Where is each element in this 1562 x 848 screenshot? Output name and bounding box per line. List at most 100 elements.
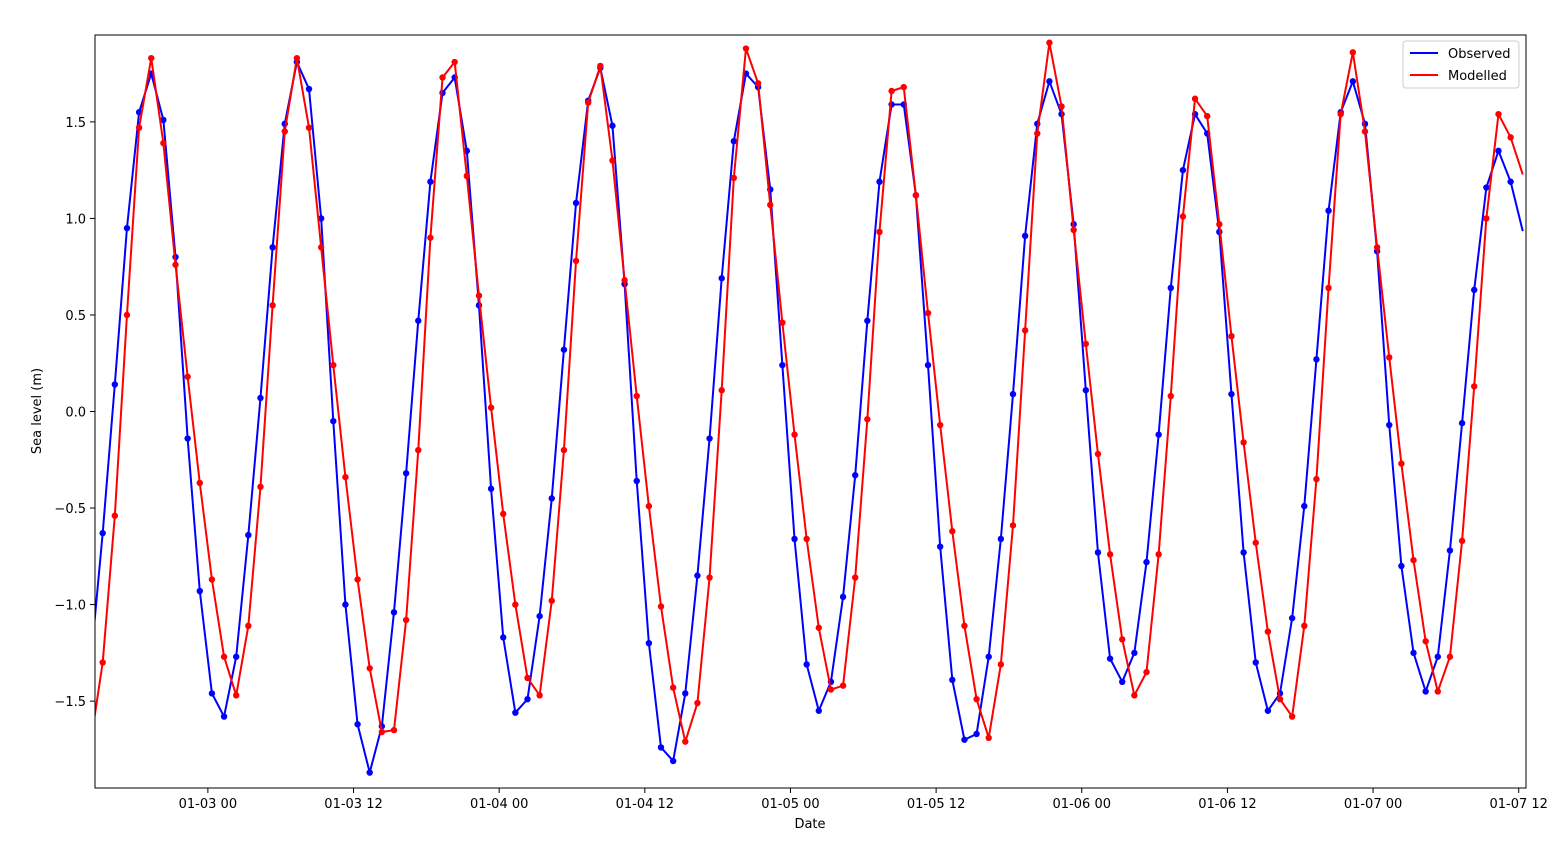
data-point-modelled <box>317 244 325 251</box>
data-point-modelled <box>1179 213 1187 220</box>
data-point-modelled <box>694 699 701 707</box>
data-point-modelled <box>985 734 992 741</box>
data-point-modelled <box>500 510 507 518</box>
data-point-modelled <box>949 528 956 535</box>
data-point-observed <box>1143 558 1150 566</box>
data-point-observed <box>536 612 543 620</box>
data-point-observed <box>633 477 640 485</box>
y-tick-label: 0.0 <box>65 406 86 421</box>
data-point-modelled <box>1434 688 1442 695</box>
data-point-modelled <box>1422 638 1429 645</box>
data-point-observed <box>609 122 616 129</box>
data-point-modelled <box>463 172 471 180</box>
data-point-observed <box>342 601 349 608</box>
y-tick-label: −1.0 <box>54 599 86 614</box>
data-point-modelled <box>390 726 398 734</box>
y-tick-label: −1.5 <box>54 695 86 710</box>
data-point-modelled <box>1046 39 1053 46</box>
data-point-observed <box>682 690 689 697</box>
data-point-modelled <box>900 83 907 91</box>
data-point-observed <box>985 653 992 660</box>
data-point-modelled <box>111 512 119 519</box>
data-point-observed <box>111 381 119 388</box>
y-tick-label: 1.0 <box>65 212 86 227</box>
data-point-modelled <box>1288 713 1296 720</box>
data-point-observed <box>1410 649 1417 657</box>
data-point-modelled <box>1495 110 1502 118</box>
data-point-observed <box>779 361 786 369</box>
y-tick-label: 1.5 <box>65 116 86 131</box>
data-point-observed <box>1398 562 1405 570</box>
data-point-observed <box>864 317 871 324</box>
data-point-observed <box>1422 688 1429 695</box>
data-point-modelled <box>220 653 228 660</box>
data-point-observed <box>330 417 337 425</box>
data-point-modelled <box>888 87 895 95</box>
data-point-observed <box>1252 659 1259 666</box>
data-point-modelled <box>1191 95 1199 102</box>
data-point-observed <box>208 690 216 697</box>
data-point-observed <box>220 713 228 720</box>
data-point-observed <box>317 215 325 222</box>
data-point-modelled <box>997 661 1005 668</box>
data-point-modelled <box>402 616 410 624</box>
data-point-modelled <box>645 502 653 510</box>
data-point-modelled <box>912 192 920 199</box>
data-point-modelled <box>1410 556 1417 564</box>
data-point-observed <box>233 653 240 660</box>
data-point-observed <box>924 361 932 369</box>
data-point-modelled <box>1228 333 1235 340</box>
y-tick-label: 0.5 <box>65 309 86 324</box>
data-point-modelled <box>936 421 944 429</box>
data-point-observed <box>1434 653 1442 660</box>
data-point-modelled <box>1337 110 1344 118</box>
data-point-modelled <box>1021 327 1029 334</box>
data-point-modelled <box>609 157 616 164</box>
legend: Observed Modelled <box>1402 40 1520 89</box>
data-point-modelled <box>1143 668 1150 676</box>
data-point-modelled <box>1070 226 1077 234</box>
data-point-modelled <box>1264 628 1272 635</box>
data-point-observed <box>487 485 495 492</box>
data-point-observed <box>269 244 276 251</box>
x-tick-label: 01-07 00 <box>1344 797 1402 812</box>
data-point-modelled <box>99 659 106 666</box>
data-point-observed <box>1349 78 1357 85</box>
data-point-modelled <box>305 124 313 131</box>
data-point-observed <box>852 472 859 479</box>
data-point-modelled <box>269 302 276 309</box>
data-point-modelled <box>742 45 750 52</box>
data-point-modelled <box>730 174 738 182</box>
data-point-modelled <box>1398 460 1405 467</box>
data-point-modelled <box>669 684 677 691</box>
data-point-modelled <box>1349 49 1357 56</box>
data-point-modelled <box>536 692 543 699</box>
data-point-modelled <box>1009 522 1017 529</box>
data-point-modelled <box>1058 103 1065 110</box>
data-point-observed <box>99 529 106 537</box>
data-point-observed <box>366 769 373 776</box>
data-point-observed <box>524 695 531 703</box>
data-point-observed <box>1264 707 1272 714</box>
data-point-modelled <box>827 686 835 693</box>
legend-label-modelled: Modelled <box>1448 69 1507 84</box>
data-point-observed <box>839 593 847 601</box>
data-point-modelled <box>451 58 458 66</box>
data-point-observed <box>1446 547 1454 554</box>
data-point-observed <box>815 707 822 714</box>
data-point-observed <box>1131 649 1138 657</box>
data-point-modelled <box>633 392 640 400</box>
legend-label-observed: Observed <box>1448 47 1511 62</box>
data-point-modelled <box>621 277 628 284</box>
data-point-modelled <box>293 54 301 62</box>
data-point-modelled <box>1301 622 1308 630</box>
data-point-modelled <box>803 535 810 543</box>
data-point-modelled <box>439 74 446 81</box>
data-point-observed <box>402 470 410 477</box>
data-point-modelled <box>512 601 519 608</box>
data-point-modelled <box>135 124 143 131</box>
series-line-modelled <box>95 41 1524 743</box>
x-tick-label: 01-03 00 <box>179 797 237 812</box>
data-point-modelled <box>1325 284 1332 292</box>
